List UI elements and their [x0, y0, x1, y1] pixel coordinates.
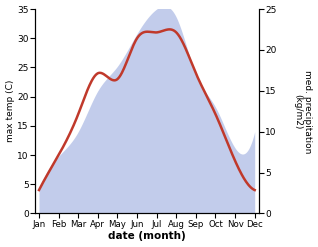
Y-axis label: med. precipitation
(kg/m2): med. precipitation (kg/m2)	[293, 70, 313, 153]
X-axis label: date (month): date (month)	[108, 231, 186, 242]
Y-axis label: max temp (C): max temp (C)	[5, 80, 15, 143]
